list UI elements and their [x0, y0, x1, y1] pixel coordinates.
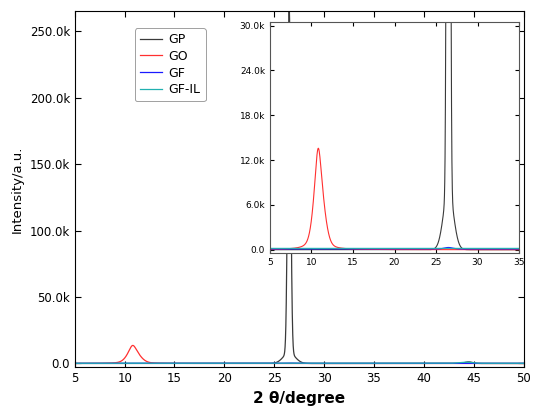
GF — [90, 361, 96, 366]
GF — [74, 361, 80, 366]
GF-IL — [90, 361, 96, 366]
GP — [72, 361, 78, 366]
GO — [159, 361, 166, 366]
GF — [496, 361, 503, 366]
GF-IL — [74, 361, 80, 366]
GO — [291, 361, 298, 366]
GP — [520, 361, 527, 366]
GP — [98, 361, 105, 366]
Line: GF-IL: GF-IL — [75, 362, 524, 363]
GP — [159, 361, 166, 366]
GO — [520, 361, 527, 366]
GP — [90, 361, 96, 366]
GF-IL — [72, 361, 78, 366]
GO — [130, 343, 136, 348]
X-axis label: 2 θ/degree: 2 θ/degree — [253, 391, 345, 406]
GO — [74, 361, 80, 366]
GF — [98, 361, 105, 366]
GF — [159, 361, 166, 366]
GO — [72, 361, 78, 366]
GF — [286, 361, 293, 366]
GO — [98, 361, 105, 366]
GF — [520, 361, 527, 366]
Line: GP: GP — [75, 7, 524, 364]
GF — [291, 361, 298, 366]
GF-IL — [159, 361, 166, 366]
GP — [74, 361, 80, 366]
GF-IL — [98, 361, 105, 366]
GF-IL — [462, 360, 469, 365]
GF-IL — [496, 361, 503, 366]
GP — [291, 352, 298, 357]
GP — [286, 5, 293, 10]
Y-axis label: Intensity/a.u.: Intensity/a.u. — [11, 146, 24, 233]
Line: GO: GO — [75, 345, 524, 364]
GF-IL — [291, 361, 298, 366]
GF-IL — [520, 361, 527, 366]
GO — [496, 361, 503, 366]
GP — [496, 361, 503, 366]
GO — [90, 361, 96, 366]
Legend: GP, GO, GF, GF-IL: GP, GO, GF, GF-IL — [135, 28, 205, 101]
GF — [72, 361, 78, 366]
